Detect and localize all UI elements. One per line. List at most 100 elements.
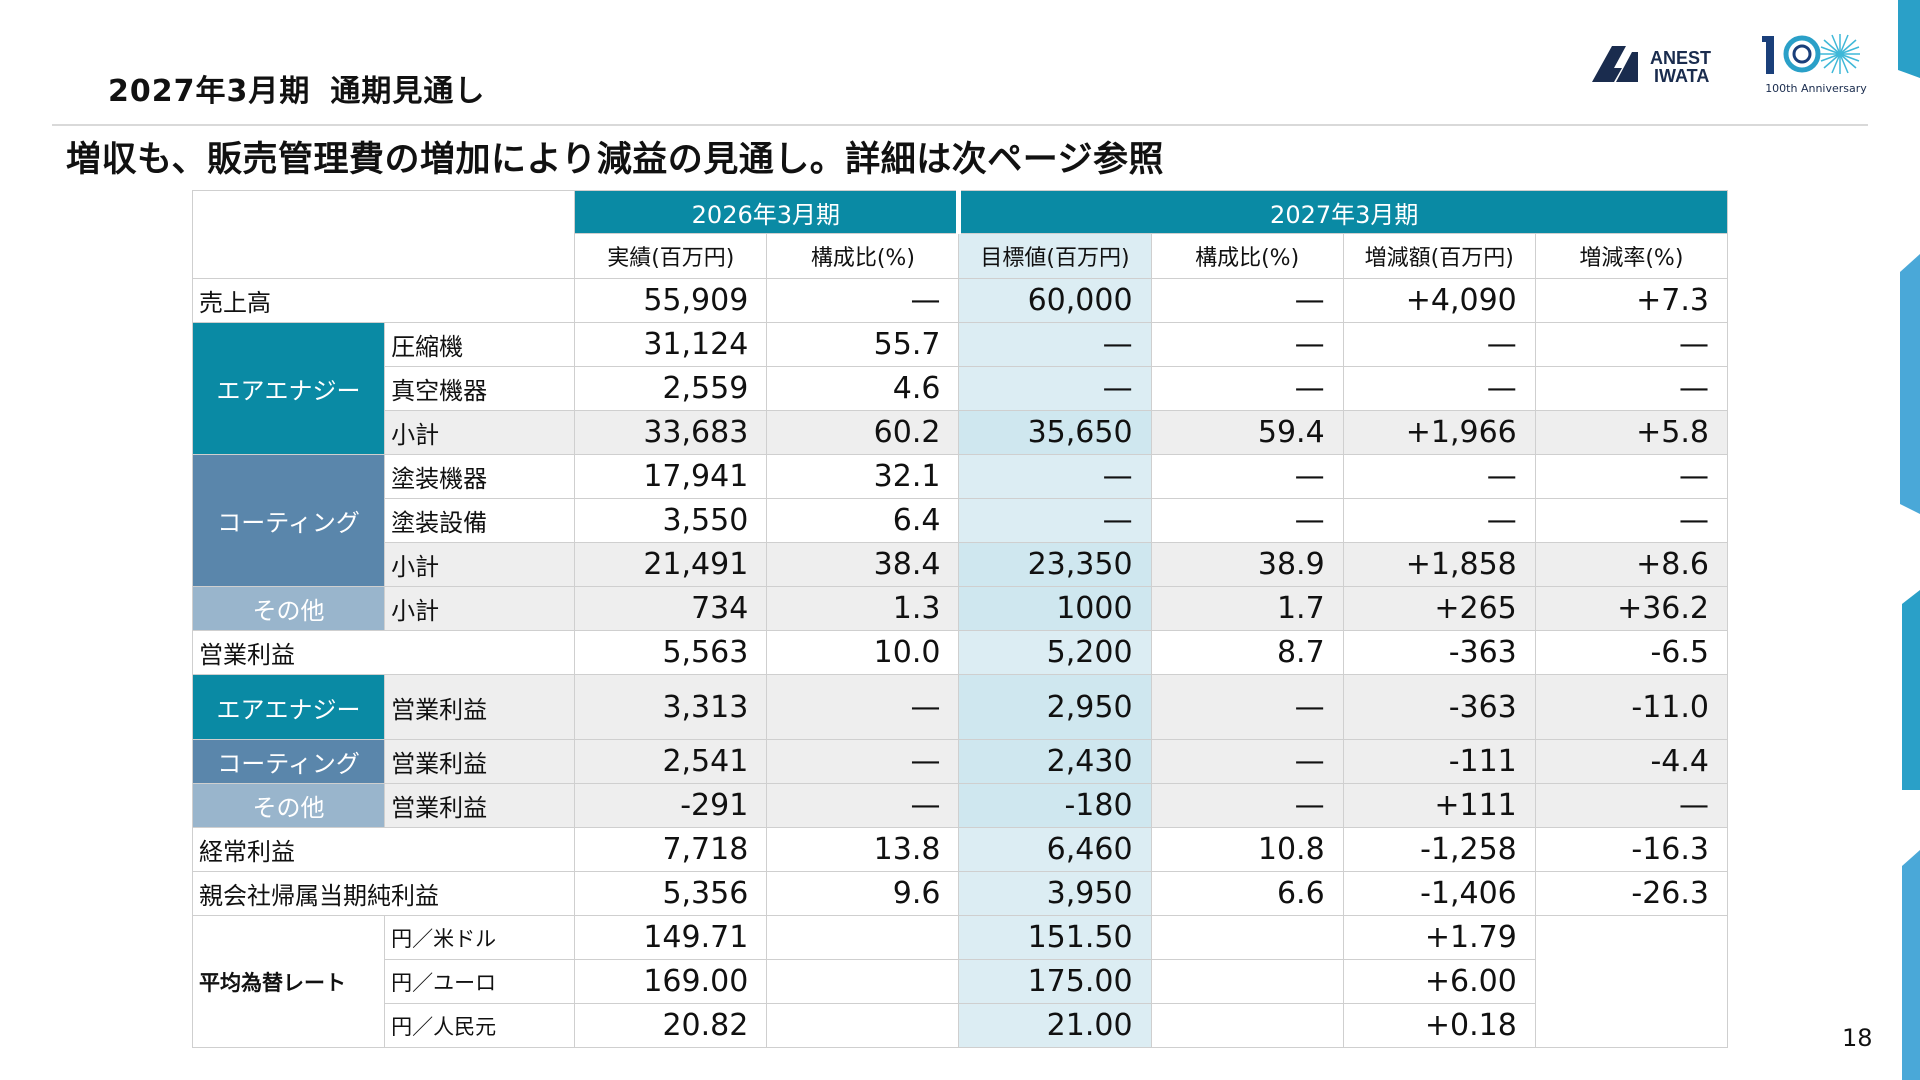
cell-ratio2-empty [1150, 915, 1344, 960]
segment-coating: コーティング [191, 454, 386, 587]
cell-ratio: 9.6 [766, 871, 960, 916]
cell-actual: 169.00 [574, 959, 768, 1004]
logo-line1: ANEST [1650, 48, 1711, 68]
table-row-segment-op: その他 営業利益 -291 — -180 — +111 — [191, 783, 1729, 828]
cell-rate: -11.0 [1534, 674, 1729, 740]
col-target: 目標値(百万円) [958, 233, 1152, 279]
cell-ratio: 60.2 [766, 410, 960, 455]
cell-actual: 21,491 [574, 542, 768, 587]
cell-ratio: 32.1 [766, 454, 960, 499]
row-label: 営業利益 [384, 739, 576, 784]
cell-target: -180 [958, 783, 1152, 828]
cell-rate: — [1534, 454, 1729, 499]
table-row-subtotal: 小計 33,683 60.2 35,650 59.4 +1,966 +5.8 [193, 410, 1729, 455]
title-divider [52, 124, 1868, 126]
cell-ratio2: 6.6 [1150, 871, 1344, 916]
cell-change: +6.00 [1342, 959, 1536, 1004]
cell-rate: +5.8 [1534, 410, 1729, 455]
col-rate: 増減率(%) [1534, 233, 1729, 279]
table-row-subtotal: 小計 21,491 38.4 23,350 38.9 +1,858 +8.6 [193, 542, 1729, 587]
cell-target: 175.00 [958, 959, 1152, 1004]
col-ratio: 構成比(%) [766, 233, 960, 279]
cell-rate: +36.2 [1534, 586, 1729, 631]
cell-rate-empty [1534, 915, 1729, 1048]
cell-ratio2: — [1150, 454, 1344, 499]
cell-change: +0.18 [1342, 1003, 1536, 1048]
cell-ratio2-empty [1150, 959, 1344, 1004]
cell-ratio: 6.4 [766, 498, 960, 543]
cell-actual: 33,683 [574, 410, 768, 455]
anniversary-text: 100th Anniversary [1765, 82, 1867, 95]
col-change: 増減額(百万円) [1342, 233, 1536, 279]
segment-coating-op: コーティング [191, 739, 386, 784]
cell-target: — [958, 366, 1152, 411]
cell-ratio-empty [766, 959, 960, 1004]
cell-ratio2: — [1150, 674, 1344, 740]
cell-rate: -26.3 [1534, 871, 1729, 916]
page-number: 18 [1842, 1024, 1873, 1052]
cell-change: — [1342, 322, 1536, 367]
row-label: 営業利益 [191, 630, 576, 675]
cell-ratio2: 38.9 [1150, 542, 1344, 587]
100th-anniversary-emblem: 100th Anniversary [1762, 30, 1870, 100]
headline: 増収も、販売管理費の増加により減益の見通し。詳細は次ページ参照 [66, 140, 1165, 180]
segment-air-energy: エアエナジー [191, 322, 386, 455]
row-label: 真空機器 [384, 366, 576, 411]
cell-ratio2: — [1150, 322, 1344, 367]
header-blank [191, 190, 576, 279]
table-row: 経常利益 7,718 13.8 6,460 10.8 -1,258 -16.3 [191, 827, 1729, 872]
cell-actual: 31,124 [574, 322, 768, 367]
decorative-edge-shape [1902, 590, 1920, 790]
logo-line2: IWATA [1654, 66, 1709, 86]
cell-ratio2-empty [1150, 1003, 1344, 1048]
segment-other: その他 [191, 586, 386, 631]
cell-ratio: — [766, 739, 960, 784]
row-label: 圧縮機 [384, 322, 576, 367]
cell-rate: +7.3 [1534, 278, 1729, 323]
cell-change: +4,090 [1342, 278, 1536, 323]
table-row-fx: 平均為替レート 円／米ドル 149.71 151.50 +1.79 [191, 915, 1729, 1048]
row-label: 経常利益 [191, 827, 576, 872]
table-row-subtotal: その他 小計 734 1.3 1000 1.7 +265 +36.2 [191, 586, 1729, 631]
fx-rate-label: 平均為替レート [191, 915, 386, 1048]
row-label: 円／米ドル [384, 915, 576, 960]
segment-other-op: その他 [191, 783, 386, 828]
cell-ratio2: — [1150, 366, 1344, 411]
decorative-edge-shape [1898, 0, 1920, 78]
cell-rate: -16.3 [1534, 827, 1729, 872]
cell-target: — [958, 454, 1152, 499]
cell-rate: — [1534, 783, 1729, 828]
cell-actual: 2,541 [574, 739, 768, 784]
cell-target: 2,950 [958, 674, 1152, 740]
table-row: コーティング 塗装機器 17,941 32.1 — — — — [191, 454, 1729, 587]
cell-change: +265 [1342, 586, 1536, 631]
col-actual: 実績(百万円) [574, 233, 768, 279]
cell-change: +1.79 [1342, 915, 1536, 960]
cell-change: +1,966 [1342, 410, 1536, 455]
cell-change: — [1342, 498, 1536, 543]
cell-ratio-empty [766, 1003, 960, 1048]
table-row-fx: 円／人民元 20.82 21.00 +0.18 [193, 1003, 1728, 1048]
table-row: 売上高 55,909 — 60,000 — +4,090 +7.3 [191, 278, 1729, 323]
cell-target: 5,200 [958, 630, 1152, 675]
cell-change: -1,258 [1342, 827, 1536, 872]
cell-change: -1,406 [1342, 871, 1536, 916]
cell-change: -111 [1342, 739, 1536, 784]
cell-target: 35,650 [958, 410, 1152, 455]
table-row: 塗装設備 3,550 6.4 — — — — [193, 498, 1729, 543]
row-label: 塗装機器 [384, 454, 576, 499]
cell-ratio: 38.4 [766, 542, 960, 587]
cell-target: 6,460 [958, 827, 1152, 872]
cell-ratio: 10.0 [766, 630, 960, 675]
cell-ratio2: — [1150, 783, 1344, 828]
cell-target: 21.00 [958, 1003, 1152, 1048]
cell-change: +111 [1342, 783, 1536, 828]
cell-target: 151.50 [958, 915, 1152, 960]
cell-target: 2,430 [958, 739, 1152, 784]
table-row-segment-op: コーティング 営業利益 2,541 — 2,430 — -111 -4.4 [191, 739, 1729, 784]
cell-actual: 2,559 [574, 366, 768, 411]
decorative-edge-shape [1900, 254, 1920, 514]
row-label: 親会社帰属当期純利益 [191, 871, 576, 916]
cell-change: -363 [1342, 674, 1536, 740]
cell-rate: — [1534, 498, 1729, 543]
